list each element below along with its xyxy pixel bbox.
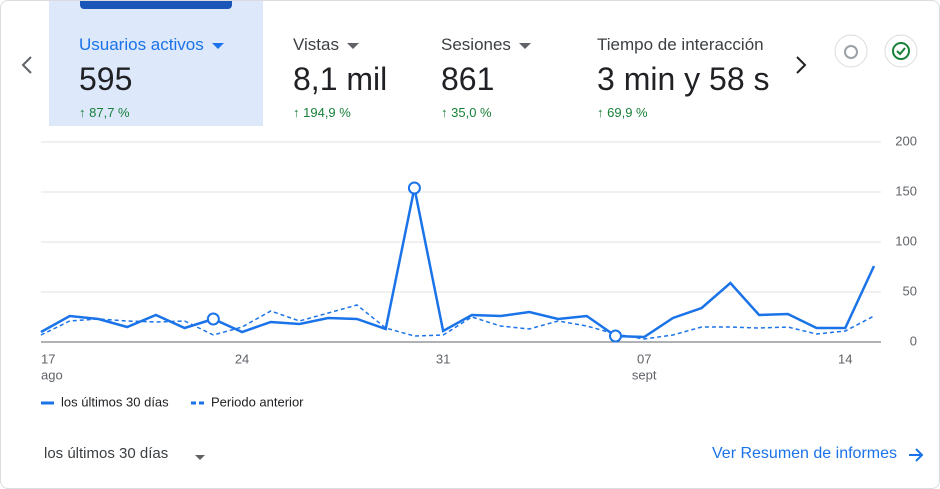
status-icon[interactable] — [884, 34, 918, 68]
x-month-label: sept — [632, 367, 657, 382]
metric-tab[interactable]: Tiempo de interacción 3 min y 58 s ↑ 69,9 … — [567, 1, 785, 126]
x-month-label: ago — [41, 367, 63, 382]
active-indicator — [80, 1, 232, 9]
caret — [518, 42, 531, 49]
link-arrow[interactable] — [909, 448, 924, 462]
metric-name-text: Usuarios activos — [79, 35, 204, 54]
badge-icon[interactable] — [834, 34, 868, 68]
metric-tab[interactable]: Usuarios activos 595 ↑ 87,7 % — [49, 1, 263, 126]
up-arrow: ↑ — [597, 105, 608, 120]
metric-change: ↑ 194,9 % — [293, 105, 351, 120]
metric-change: ↑ 35,0 % — [441, 105, 492, 120]
status-glyph — [892, 42, 910, 60]
line — [40, 187, 876, 339]
metric-name: Tiempo de interacción — [597, 35, 764, 55]
up-arrow: ↑ — [441, 105, 452, 120]
y-tick-label: 50 — [903, 283, 917, 298]
metric-value: 595 — [79, 61, 133, 97]
metric-name: Sesiones — [441, 35, 531, 55]
metric-change: ↑ 87,7 % — [79, 105, 130, 120]
metric-value: 8,1 mil — [293, 61, 388, 97]
x-tick-label: 17 — [41, 351, 55, 366]
metric-tab[interactable]: Sesiones 861 ↑ 35,0 % — [411, 1, 567, 126]
metric-name: Usuarios activos — [79, 35, 224, 55]
change-text: 35,0 % — [451, 105, 492, 120]
next-arrow[interactable] — [796, 56, 807, 74]
point-marker — [407, 181, 421, 195]
x-tick-label: 24 — [235, 351, 249, 366]
x-tick-label: 07 — [637, 351, 651, 366]
up-arrow: ↑ — [79, 105, 90, 120]
up-arrow: ↑ — [293, 105, 304, 120]
metric-tab[interactable]: Vistas 8,1 mil ↑ 194,9 % — [263, 1, 411, 126]
range-select[interactable]: los últimos 30 días — [44, 445, 169, 462]
line — [40, 304, 875, 340]
metric-name: Vistas — [293, 35, 359, 55]
metric-value: 861 — [441, 61, 495, 97]
metric-name-text: Tiempo de interacción — [597, 35, 764, 54]
metric-name-text: Vistas — [293, 35, 339, 54]
legend-label: los últimos 30 días — [61, 394, 169, 409]
check — [896, 47, 906, 56]
y-tick-label: 100 — [895, 233, 917, 248]
report-link[interactable]: Ver Resumen de informes — [712, 445, 897, 462]
metric-value: 3 min y 58 s — [597, 61, 770, 97]
caret — [347, 42, 359, 49]
caret — [211, 42, 224, 49]
point-marker — [206, 312, 220, 326]
y-tick-label: 150 — [895, 183, 917, 198]
badge-glyph — [844, 45, 858, 59]
change-text: 69,9 % — [607, 105, 648, 120]
y-tick-label: 200 — [895, 133, 917, 148]
legend-label: Periodo anterior — [211, 394, 304, 409]
prev-arrow[interactable] — [21, 56, 32, 74]
change-text: 87,7 % — [89, 105, 130, 120]
y-tick-label: 0 — [910, 333, 917, 348]
range-caret[interactable] — [195, 455, 205, 460]
change-text: 194,9 % — [303, 105, 351, 120]
x-tick-label: 31 — [436, 351, 450, 366]
point-marker — [608, 329, 622, 343]
metric-change: ↑ 69,9 % — [597, 105, 648, 120]
metric-name-text: Sesiones — [441, 35, 511, 54]
x-tick-label: 14 — [838, 351, 852, 366]
